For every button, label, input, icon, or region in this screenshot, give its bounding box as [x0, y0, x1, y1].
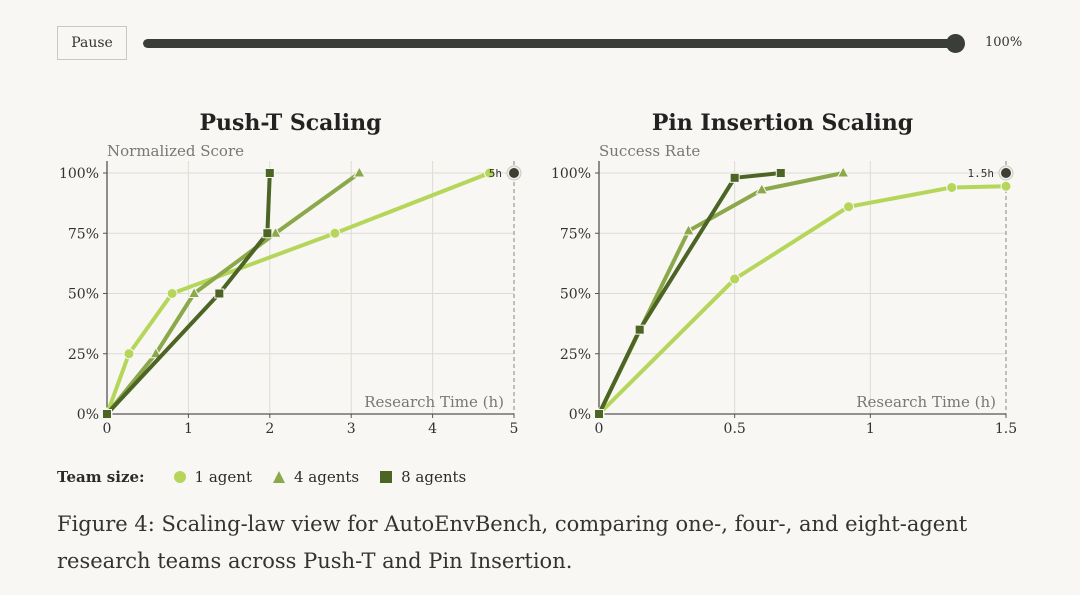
data-point-square [214, 288, 225, 299]
progress-label: 100% [985, 35, 1023, 50]
playback-controls: Pause 100% [57, 26, 1047, 62]
data-point-square [634, 324, 645, 335]
data-point-circle [166, 288, 178, 299]
square-marker-icon [380, 471, 393, 483]
data-point-triangle [352, 165, 366, 178]
x-axis-label: Research Time (h) [856, 393, 996, 411]
legend-label: 1 agent [194, 468, 252, 486]
data-point-circle [123, 348, 135, 360]
x-tick-label: 0 [103, 421, 112, 437]
y-tick-label: 50% [68, 287, 99, 303]
x-tick-label: 4 [428, 421, 437, 437]
x-tick-label: 5 [510, 421, 519, 437]
data-point-circle [1000, 180, 1012, 192]
limit-marker [1001, 168, 1011, 178]
x-tick-label: 1 [184, 421, 193, 437]
progress-fill [143, 39, 961, 48]
chart-title: Push-T Scaling [199, 110, 381, 136]
series-line-square [105, 171, 272, 416]
data-point-square [264, 168, 275, 178]
data-point-triangle [836, 165, 850, 178]
data-point-circle [843, 201, 855, 213]
y-tick-label: 50% [560, 287, 591, 303]
y-tick-label: 100% [59, 166, 99, 182]
y-tick-label: 0% [569, 407, 591, 423]
data-point-circle [484, 167, 496, 179]
x-tick-label: 1.5 [995, 421, 1017, 437]
slider-thumb[interactable] [946, 34, 965, 53]
y-axis-label: Normalized Score [107, 142, 244, 160]
x-tick-label: 0 [595, 421, 604, 437]
data-point-circle [329, 227, 341, 239]
y-tick-label: 75% [560, 226, 591, 242]
legend-item-4-agents: 4 agents [272, 468, 359, 486]
x-axis-label: Research Time (h) [364, 393, 504, 411]
legend-item-8-agents: 8 agents [379, 468, 466, 486]
y-tick-label: 100% [551, 166, 591, 182]
x-tick-label: 0.5 [724, 421, 746, 437]
data-point-square [775, 168, 786, 178]
series-line-square [597, 171, 783, 416]
y-tick-label: 0% [77, 407, 99, 423]
limit-marker-label: 5h [489, 167, 502, 180]
legend: Team size: 1 agent 4 agents 8 agents [57, 466, 486, 488]
progress-slider[interactable] [143, 39, 961, 48]
data-point-circle [729, 273, 741, 285]
y-tick-label: 75% [68, 226, 99, 242]
data-point-triangle [755, 182, 769, 195]
data-point-circle [946, 181, 958, 193]
legend-title: Team size: [57, 468, 145, 486]
limit-marker [509, 168, 519, 178]
data-point-square [102, 409, 112, 419]
legend-label: 4 agents [293, 468, 360, 486]
data-point-square [262, 228, 273, 239]
chart-1: 0% 25% 50% 75% 100% 0 1 2 3 4 5 Push-T Scaling Norma… [59, 110, 522, 437]
data-point-triangle [682, 223, 695, 236]
x-tick-label: 2 [265, 421, 274, 437]
y-tick-label: 25% [560, 347, 591, 363]
data-point-triangle [187, 286, 201, 298]
data-point-triangle [269, 226, 282, 238]
data-point-square [729, 172, 740, 183]
limit-marker-label: 1.5h [968, 167, 995, 180]
legend-label: 8 agents [401, 468, 467, 486]
pause-button[interactable]: Pause [57, 26, 127, 60]
y-axis-label: Success Rate [599, 142, 700, 160]
x-tick-label: 1 [866, 421, 875, 437]
legend-item-1-agent: 1 agent [173, 468, 252, 486]
chart-2: 0% 25% 50% 75% 100% 0 0.5 1 1.5 Pin Insertion Sca… [551, 110, 1017, 437]
y-tick-label: 25% [68, 347, 99, 363]
figure-caption: Figure 4: Scaling-law view for AutoEnvBe… [57, 512, 968, 573]
chart-title: Pin Insertion Scaling [652, 110, 913, 136]
data-point-triangle [149, 346, 163, 359]
x-tick-label: 3 [347, 421, 356, 437]
data-point-square [594, 409, 604, 419]
triangle-marker-icon [272, 471, 285, 483]
circle-marker-icon [173, 471, 186, 483]
